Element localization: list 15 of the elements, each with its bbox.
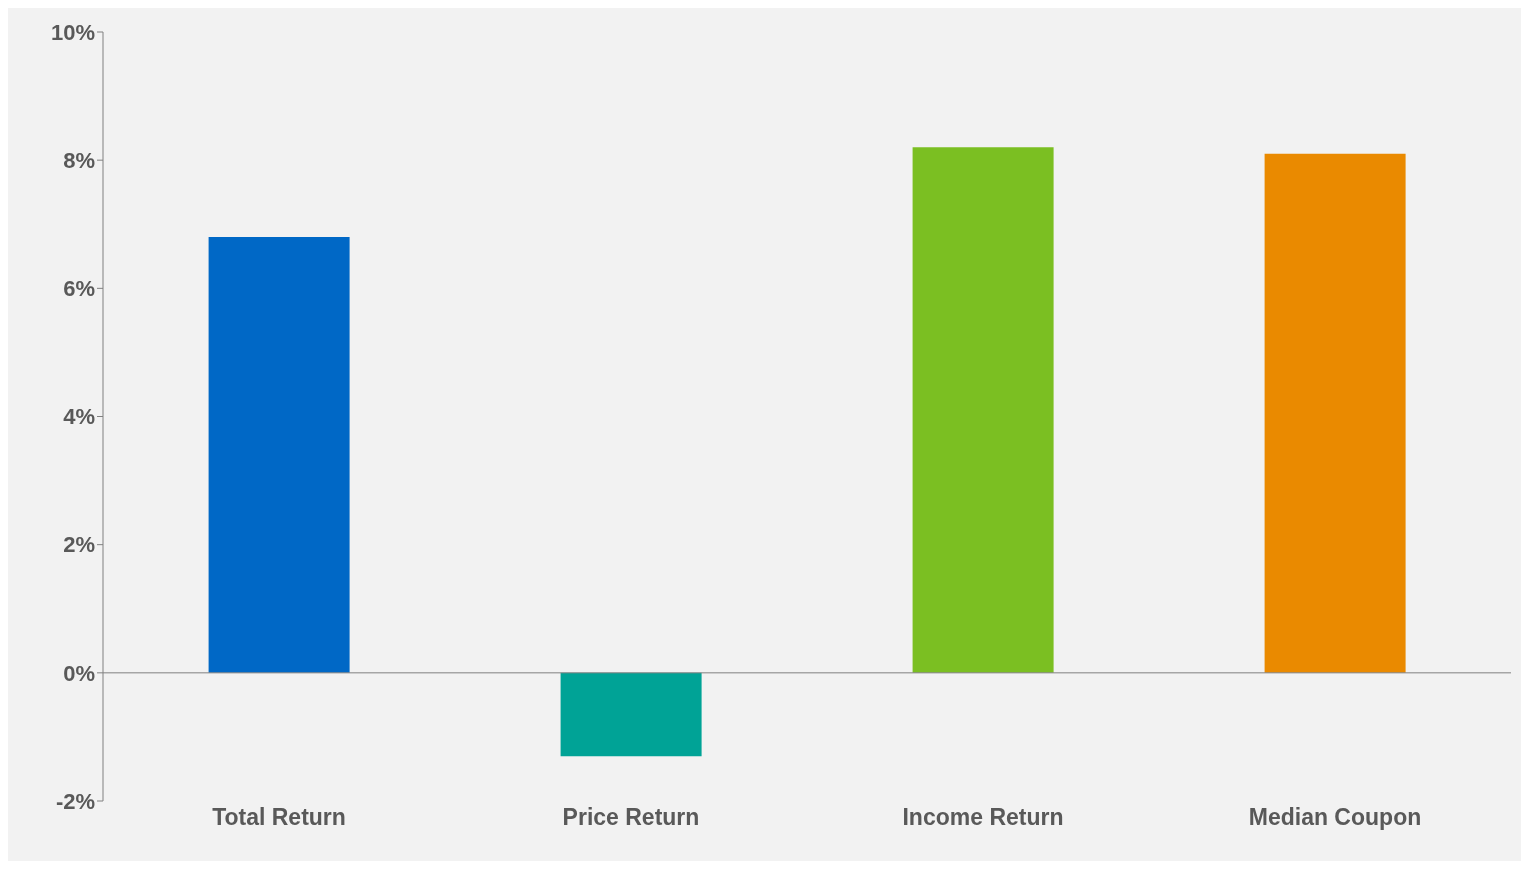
y-tick-label: 0% xyxy=(63,660,95,686)
bar xyxy=(560,672,702,757)
y-tick-label: 4% xyxy=(63,404,95,430)
y-tick-label: 2% xyxy=(63,532,95,558)
x-tick-label: Price Return xyxy=(562,804,700,831)
bar xyxy=(208,237,350,673)
bar xyxy=(912,147,1054,673)
y-tick-label: 8% xyxy=(63,147,95,173)
y-tick-label: -2% xyxy=(55,788,95,814)
bar xyxy=(1264,153,1406,673)
x-tick-label: Median Coupon xyxy=(1248,804,1422,831)
y-tick-label: 10% xyxy=(50,19,95,45)
x-tick-label: Income Return xyxy=(902,804,1064,831)
y-tick-label: 6% xyxy=(63,276,95,302)
x-tick-label: Total Return xyxy=(212,804,346,831)
